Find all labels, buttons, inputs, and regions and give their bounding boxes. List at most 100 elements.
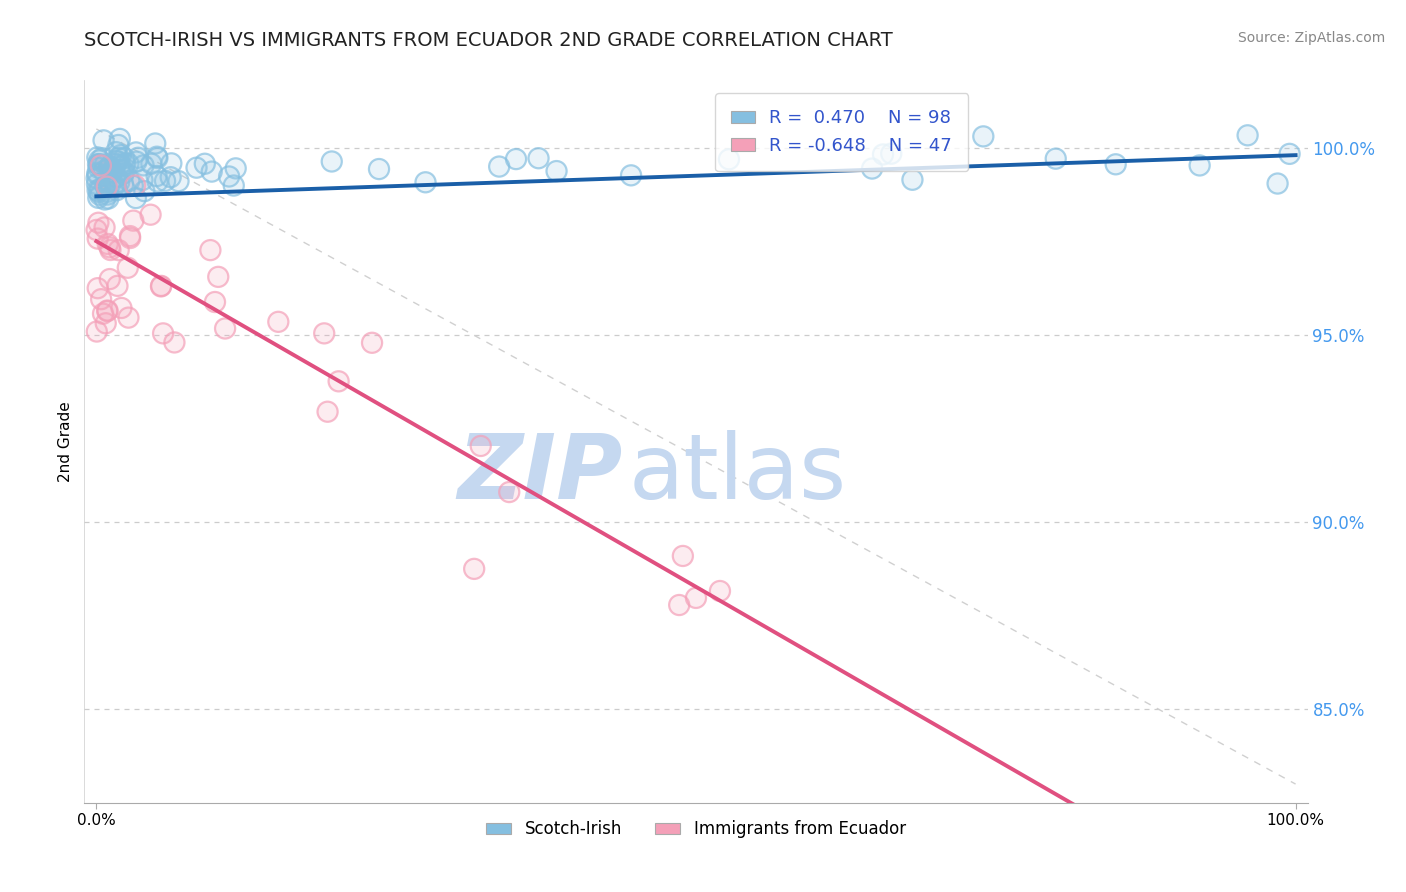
Point: [105, 169, 128, 184]
Point: [107, 138, 129, 153]
Point: [860, 161, 883, 176]
Point: [186, 161, 208, 175]
Point: [108, 132, 131, 146]
Point: [225, 161, 247, 176]
Point: [94, 178, 117, 193]
Point: [498, 485, 520, 500]
Point: [470, 439, 492, 453]
Point: [201, 164, 224, 178]
Point: [222, 178, 245, 193]
Point: [146, 151, 169, 165]
Point: [107, 243, 129, 257]
Point: [91, 151, 114, 165]
Point: [94, 193, 117, 207]
Point: [668, 598, 690, 612]
Point: [86, 177, 108, 191]
Point: [104, 145, 127, 160]
Point: [87, 161, 110, 175]
Point: [321, 154, 343, 169]
Point: [94, 157, 117, 171]
Point: [314, 326, 336, 341]
Point: [108, 132, 131, 146]
Point: [328, 374, 350, 388]
Point: [107, 278, 129, 293]
Y-axis label: 2nd Grade: 2nd Grade: [58, 401, 73, 482]
Point: [93, 133, 115, 147]
Point: [87, 161, 110, 175]
Point: [107, 278, 129, 293]
Point: [97, 192, 120, 206]
Point: [94, 316, 117, 330]
Point: [668, 598, 690, 612]
Point: [125, 154, 148, 169]
Point: [146, 151, 169, 165]
Point: [207, 269, 229, 284]
Point: [620, 169, 643, 183]
Point: [505, 152, 527, 166]
Point: [89, 157, 111, 171]
Point: [110, 148, 132, 162]
Point: [107, 151, 129, 165]
Point: [96, 179, 118, 194]
Point: [546, 164, 568, 178]
Point: [87, 157, 110, 171]
Text: atlas: atlas: [628, 430, 846, 518]
Point: [97, 187, 120, 202]
Point: [117, 310, 139, 325]
Point: [101, 165, 124, 179]
Point: [149, 279, 172, 293]
Point: [1236, 128, 1258, 143]
Text: ZIP: ZIP: [457, 430, 623, 518]
Point: [101, 165, 124, 179]
Point: [214, 321, 236, 335]
Point: [96, 304, 118, 318]
Point: [104, 145, 127, 160]
Point: [93, 164, 115, 178]
Point: [1045, 152, 1067, 166]
Point: [880, 146, 903, 161]
Point: [463, 562, 485, 576]
Point: [98, 160, 121, 174]
Point: [139, 208, 162, 222]
Point: [86, 325, 108, 339]
Point: [89, 157, 111, 171]
Point: [86, 281, 108, 295]
Point: [121, 178, 143, 193]
Point: [1045, 152, 1067, 166]
Point: [104, 170, 127, 185]
Point: [86, 325, 108, 339]
Point: [143, 136, 166, 151]
Point: [118, 174, 141, 188]
Point: [470, 439, 492, 453]
Point: [104, 153, 127, 168]
Point: [87, 185, 110, 199]
Point: [214, 321, 236, 335]
Point: [685, 591, 707, 605]
Point: [152, 326, 174, 341]
Point: [160, 156, 183, 170]
Point: [117, 157, 139, 171]
Point: [709, 584, 731, 599]
Point: [131, 173, 153, 187]
Point: [328, 374, 350, 388]
Point: [150, 279, 173, 293]
Point: [86, 168, 108, 182]
Point: [361, 335, 384, 350]
Point: [134, 184, 156, 198]
Point: [104, 170, 127, 185]
Point: [108, 160, 131, 174]
Point: [498, 485, 520, 500]
Point: [972, 129, 994, 144]
Point: [222, 178, 245, 193]
Point: [139, 208, 162, 222]
Point: [112, 166, 135, 180]
Point: [620, 169, 643, 183]
Point: [159, 170, 181, 185]
Point: [86, 177, 108, 191]
Point: [121, 178, 143, 193]
Point: [97, 236, 120, 251]
Point: [146, 150, 169, 164]
Point: [132, 158, 155, 172]
Point: [98, 178, 121, 192]
Point: [108, 163, 131, 178]
